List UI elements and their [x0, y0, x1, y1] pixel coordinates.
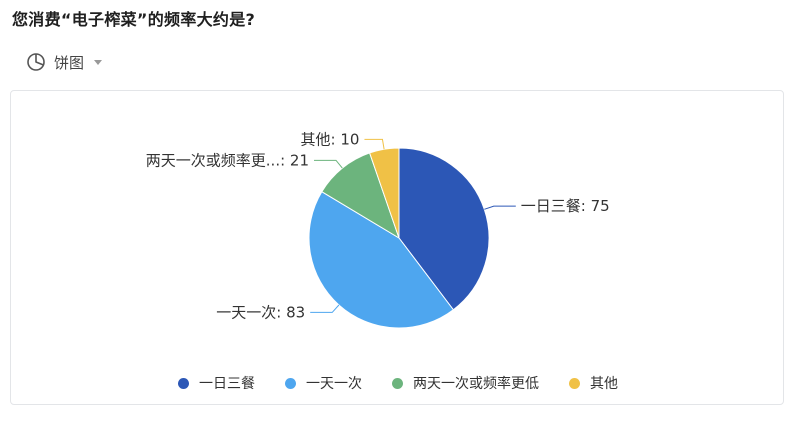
pie-chart-icon — [27, 53, 45, 71]
legend-item[interactable]: 一日三餐 — [178, 373, 255, 393]
legend-item[interactable]: 其他 — [569, 373, 618, 393]
legend-label: 一日三餐 — [199, 376, 255, 392]
chevron-down-icon — [94, 59, 103, 65]
legend-color-dot — [569, 377, 580, 389]
pie-chart: 一日三餐: 75 一天一次: 83 两天一次或频率更...: 21 其他: 10 — [146, 130, 610, 329]
chart-type-dropdown[interactable]: 饼图 — [26, 50, 103, 74]
slice-data-label: 其他: 10 — [301, 130, 360, 148]
legend-item[interactable]: 一天一次 — [285, 373, 362, 393]
chart-card: 一日三餐: 75 一天一次: 83 两天一次或频率更...: 21 其他: 10 一日… — [10, 90, 784, 405]
slice-data-label: 一天一次: 83 — [216, 303, 305, 321]
slice-data-label: 一日三餐: 75 — [521, 197, 610, 215]
chart-legend: 一日三餐 一天一次 两天一次或频率更低 其他 — [11, 373, 785, 393]
pie-slice[interactable] — [398, 147, 490, 311]
chart-type-label: 饼图 — [54, 53, 85, 72]
legend-label: 一天一次 — [306, 376, 362, 392]
slice-data-label: 两天一次或频率更...: 21 — [146, 151, 309, 169]
slice-label-line — [310, 304, 340, 313]
slice-label-line — [484, 205, 516, 210]
legend-label: 两天一次或频率更低 — [413, 376, 539, 392]
legend-item[interactable]: 两天一次或频率更低 — [392, 373, 539, 393]
legend-color-dot — [285, 377, 296, 389]
question-title: 您消费“电子榨菜”的频率大约是? — [12, 10, 256, 29]
slice-label-line — [364, 138, 385, 150]
slice-label-line — [314, 159, 343, 169]
legend-color-dot — [392, 377, 403, 389]
legend-color-dot — [178, 377, 189, 389]
legend-label: 其他 — [590, 376, 618, 392]
